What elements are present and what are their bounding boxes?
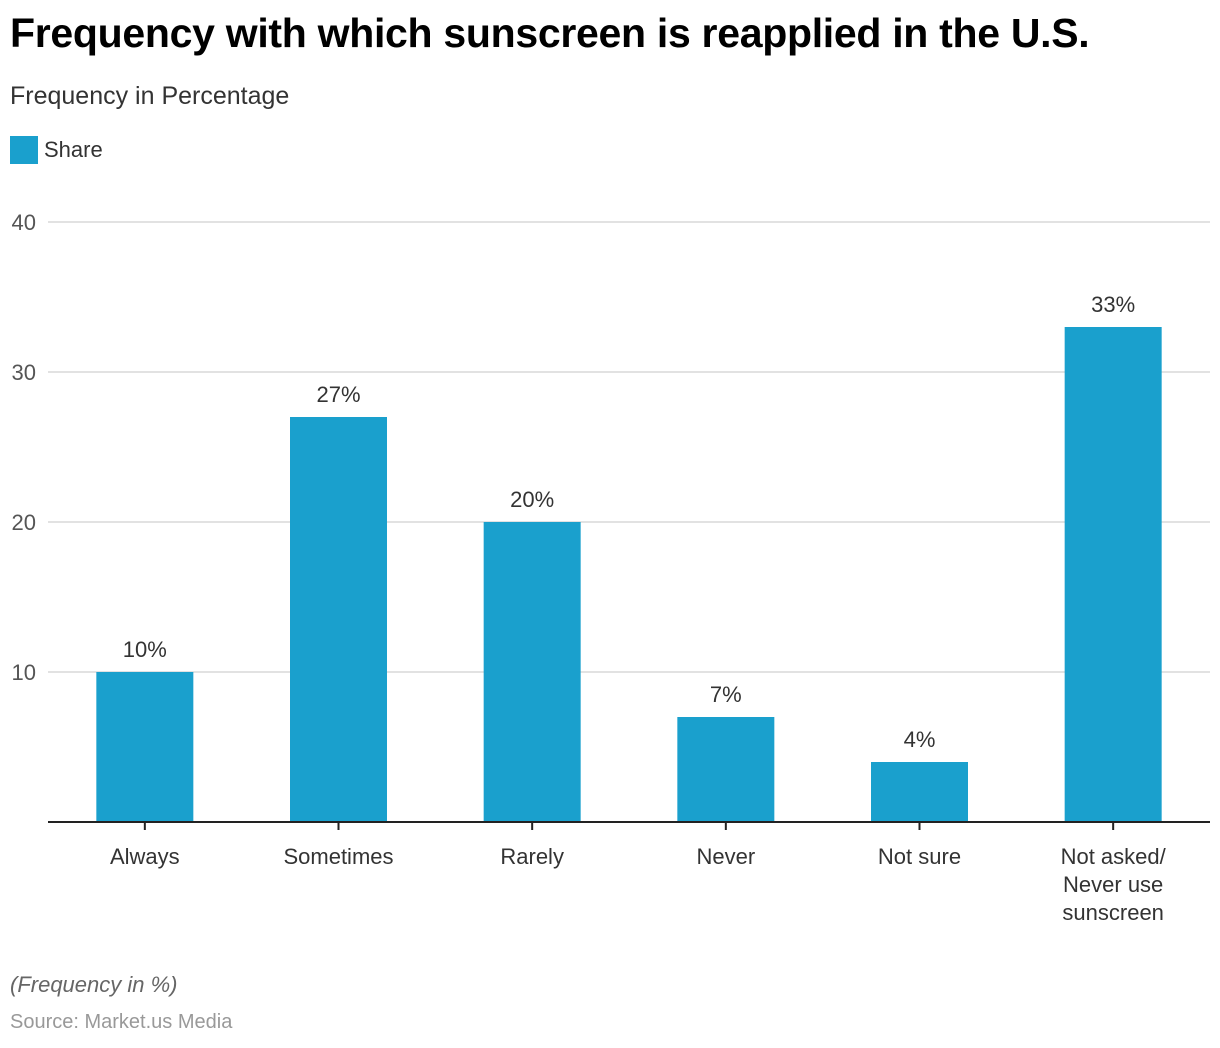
x-tick-label-line: Never use [1063, 872, 1163, 897]
chart-title: Frequency with which sunscreen is reappl… [10, 10, 1090, 56]
x-tick-label-2: Rarely [500, 844, 564, 869]
x-tick-label-line: Sometimes [283, 844, 393, 869]
x-tick-label-3: Never [696, 844, 755, 869]
data-label-2: 20% [510, 487, 554, 512]
bar-5 [1064, 327, 1162, 822]
y-tick-label-40: 40 [12, 210, 36, 235]
x-tick-label-line: Not asked/ [1061, 844, 1167, 869]
x-tick-label-5: Not asked/Never use sunscreen [1061, 844, 1167, 925]
x-tick-label-line: Always [110, 844, 180, 869]
bar-4 [871, 762, 968, 822]
bar-3 [677, 717, 775, 822]
chart-note: (Frequency in %) [10, 972, 178, 997]
x-tick-label-line: Not sure [878, 844, 961, 869]
bar-2 [483, 522, 581, 822]
chart-subtitle: Frequency in Percentage [10, 82, 290, 110]
bar-0 [96, 672, 194, 822]
legend-swatch-share [10, 136, 38, 164]
y-tick-label-20: 20 [12, 510, 36, 535]
x-tick-label-line: Never [696, 844, 755, 869]
data-label-3: 7% [710, 682, 742, 707]
data-label-5: 33% [1091, 292, 1135, 317]
x-tick-label-line: Rarely [500, 844, 564, 869]
x-tick-label-line: sunscreen [1062, 900, 1164, 925]
legend-label-share: Share [44, 137, 103, 162]
data-label-4: 4% [904, 727, 936, 752]
legend: Share [10, 136, 103, 164]
y-tick-label-30: 30 [12, 360, 36, 385]
y-tick-label-10: 10 [12, 660, 36, 685]
data-label-1: 27% [316, 382, 360, 407]
x-tick-label-4: Not sure [878, 844, 961, 869]
x-tick-label-1: Sometimes [283, 844, 393, 869]
x-tick-label-0: Always [110, 844, 180, 869]
chart-source: Source: Market.us Media [10, 1011, 233, 1033]
bar-1 [290, 417, 387, 822]
data-label-0: 10% [123, 637, 167, 662]
